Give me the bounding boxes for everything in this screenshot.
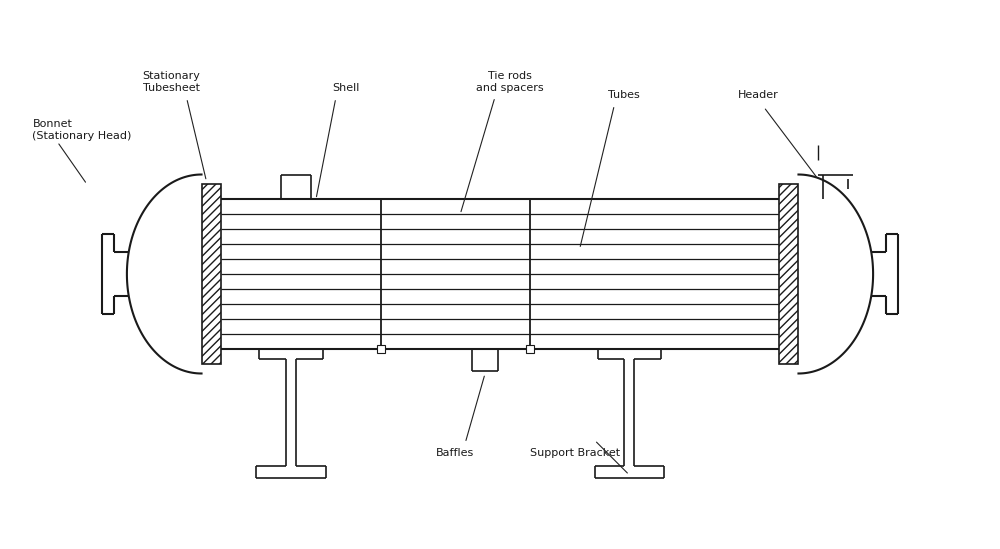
Text: Shell: Shell	[332, 83, 359, 93]
Bar	[526, 345, 534, 352]
Bar	[377, 345, 385, 352]
Text: Tie rods
and spacers: Tie rods and spacers	[476, 71, 544, 93]
Text: Baffles: Baffles	[436, 448, 474, 458]
Text: Bonnet
(Stationary Head): Bonnet (Stationary Head)	[32, 119, 132, 141]
Text: Tubes: Tubes	[608, 90, 640, 100]
Text: Header: Header	[738, 90, 779, 100]
Text: Support Bracket: Support Bracket	[530, 448, 620, 458]
Text: Stationary
Tubesheet: Stationary Tubesheet	[143, 71, 201, 93]
Bar	[779, 184, 798, 363]
Bar	[202, 184, 221, 363]
